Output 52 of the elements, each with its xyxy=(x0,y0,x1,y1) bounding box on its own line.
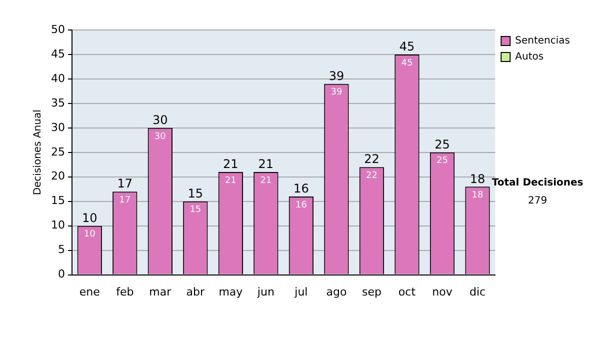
total-label: 45 xyxy=(399,40,415,54)
data-label: 39 xyxy=(330,88,342,98)
x-tick-label: dic xyxy=(469,285,486,298)
x-tick-label: nov xyxy=(432,285,453,298)
x-tick-label: jun xyxy=(256,285,274,298)
total-label: 39 xyxy=(328,68,344,83)
data-label: 45 xyxy=(401,58,413,68)
total-label: 30 xyxy=(152,113,168,128)
x-tick-label: jul xyxy=(294,285,308,298)
data-label: 17 xyxy=(119,195,131,206)
y-tick-label: 35 xyxy=(50,96,65,110)
annotation: Total Decisiones xyxy=(492,178,584,189)
data-label: 21 xyxy=(260,176,272,186)
total-label: 22 xyxy=(364,152,380,166)
y-tick-label: 20 xyxy=(50,170,65,183)
x-tick-label: ene xyxy=(79,285,100,298)
total-label: 17 xyxy=(117,176,133,191)
total-label: 15 xyxy=(188,186,204,200)
total-label: 25 xyxy=(434,138,450,152)
x-tick-label: abr xyxy=(186,285,206,298)
x-tick-label: oct xyxy=(398,285,416,298)
x-tick-label: mar xyxy=(149,285,172,298)
x-tick-label: sep xyxy=(362,285,382,298)
legend-label: Autos xyxy=(515,52,544,63)
data-label: 16 xyxy=(295,200,308,210)
total-label: 18 xyxy=(470,172,486,186)
total-label: 10 xyxy=(82,210,98,225)
y-tick-label: 50 xyxy=(50,22,65,36)
data-label: 10 xyxy=(84,230,96,240)
y-tick-label: 30 xyxy=(50,120,65,134)
y-tick-label: 25 xyxy=(50,145,65,158)
data-label: 22 xyxy=(366,170,378,181)
total-label: 21 xyxy=(223,157,238,172)
x-tick-label: may xyxy=(218,285,244,298)
y-tick-label: 40 xyxy=(50,72,65,85)
data-label: 21 xyxy=(224,176,236,186)
y-axis-title: Decisiones Anual xyxy=(32,110,44,196)
text: 279 xyxy=(528,196,548,207)
x-tick-label: feb xyxy=(116,285,134,298)
y-tick-label: 5 xyxy=(58,243,65,256)
y-tick-label: 0 xyxy=(58,268,65,281)
y-tick-label: 15 xyxy=(50,194,65,208)
data-label: 30 xyxy=(154,132,166,142)
total-label: 16 xyxy=(294,182,309,196)
data-label: 15 xyxy=(190,205,202,216)
total-label: 21 xyxy=(258,157,274,172)
y-tick-label: 45 xyxy=(50,47,65,60)
y-tick-label: 10 xyxy=(50,218,65,232)
data-label: 18 xyxy=(472,190,484,201)
x-tick-label: ago xyxy=(326,285,347,298)
data-label: 25 xyxy=(436,156,448,166)
legend-label: Sentencias xyxy=(515,36,570,47)
